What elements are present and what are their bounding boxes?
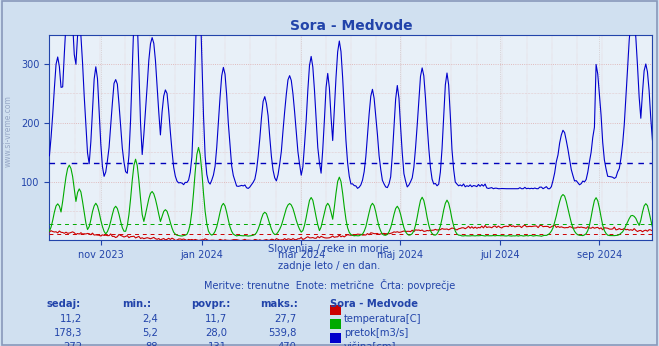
Text: temperatura[C]: temperatura[C] xyxy=(344,314,422,324)
Text: 272: 272 xyxy=(63,342,82,346)
Text: 2,4: 2,4 xyxy=(142,314,158,324)
Text: 131: 131 xyxy=(208,342,227,346)
Text: min.:: min.: xyxy=(122,299,151,309)
Title: Sora - Medvode: Sora - Medvode xyxy=(289,19,413,34)
Text: 470: 470 xyxy=(277,342,297,346)
Text: Sora - Medvode: Sora - Medvode xyxy=(330,299,418,309)
Text: 27,7: 27,7 xyxy=(274,314,297,324)
Text: 539,8: 539,8 xyxy=(268,328,297,338)
Text: maks.:: maks.: xyxy=(260,299,298,309)
Text: 28,0: 28,0 xyxy=(206,328,227,338)
Text: Meritve: trenutne  Enote: metrične  Črta: povprečje: Meritve: trenutne Enote: metrične Črta: … xyxy=(204,279,455,291)
Text: 11,7: 11,7 xyxy=(205,314,227,324)
Text: zadnje leto / en dan.: zadnje leto / en dan. xyxy=(278,261,381,271)
Text: 5,2: 5,2 xyxy=(142,328,158,338)
Text: Slovenija / reke in morje.: Slovenija / reke in morje. xyxy=(268,244,391,254)
Text: 11,2: 11,2 xyxy=(60,314,82,324)
Text: www.si-vreme.com: www.si-vreme.com xyxy=(4,95,13,167)
Text: višina[cm]: višina[cm] xyxy=(344,342,396,346)
Text: pretok[m3/s]: pretok[m3/s] xyxy=(344,328,408,338)
Text: sedaj:: sedaj: xyxy=(46,299,80,309)
Text: 178,3: 178,3 xyxy=(54,328,82,338)
Text: povpr.:: povpr.: xyxy=(191,299,231,309)
Text: 88: 88 xyxy=(146,342,158,346)
